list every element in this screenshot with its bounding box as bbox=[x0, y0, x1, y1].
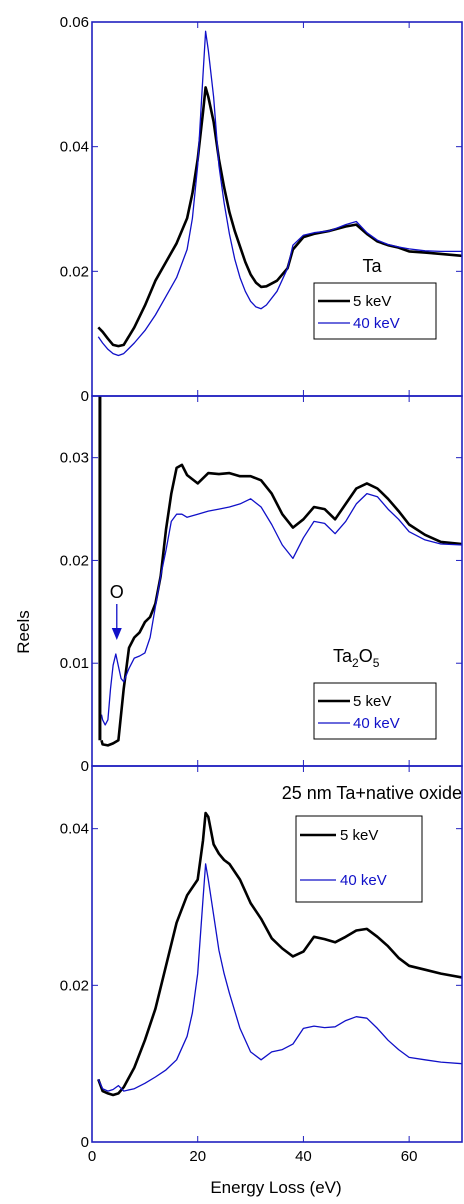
panel-frame bbox=[91, 765, 463, 1143]
panel-series bbox=[98, 396, 462, 747]
legend-box bbox=[295, 815, 423, 903]
title-part: 5 bbox=[373, 656, 380, 670]
panel-3: 0 0.02 0.04 0 20 40 60 25 nm Ta+native oxide 5 k… bbox=[60, 765, 463, 1165]
title-part: 2 bbox=[352, 656, 359, 670]
y-tick-label: 0 bbox=[81, 758, 89, 775]
x-tick-label: 20 bbox=[189, 1148, 206, 1165]
x-tick-label: 0 bbox=[88, 1148, 96, 1165]
y-tick-label: 0.04 bbox=[60, 139, 89, 156]
y-tick-label: 0 bbox=[81, 1134, 89, 1151]
title-part: O bbox=[359, 646, 373, 666]
legend-label: 5 keV bbox=[353, 693, 391, 710]
legend-label: 5 keV bbox=[340, 827, 378, 844]
legend-label: 40 keV bbox=[340, 872, 387, 889]
panel-title: Ta bbox=[362, 256, 382, 276]
x-tick-label: 40 bbox=[295, 1148, 312, 1165]
series-line-5-kev bbox=[97, 811, 462, 1097]
chart-panels: 0 0.02 0.04 0.06 Ta 5 keV 40 keV 0 0.01 0.02 0.03 T… bbox=[60, 14, 463, 1165]
panel-series bbox=[97, 811, 462, 1097]
y-tick-label: 0.04 bbox=[60, 821, 89, 838]
panel-title: 25 nm Ta+native oxide bbox=[282, 783, 462, 803]
y-tick-label: 0.03 bbox=[60, 450, 89, 467]
legend-label: 5 keV bbox=[353, 293, 391, 310]
legend-label: 40 keV bbox=[353, 715, 400, 732]
series-line-5-kev bbox=[100, 463, 462, 747]
y-tick-label: 0.02 bbox=[60, 263, 89, 280]
panel-1: 0 0.02 0.04 0.06 Ta 5 keV 40 keV bbox=[60, 14, 463, 405]
y-tick-label: 0 bbox=[81, 388, 89, 405]
series-line-40-kev bbox=[97, 863, 462, 1092]
y-axis-label: Reels bbox=[14, 610, 33, 653]
y-tick-label: 0.01 bbox=[60, 655, 89, 672]
x-axis-label: Energy Loss (eV) bbox=[210, 1178, 341, 1197]
title-part: Ta bbox=[333, 646, 353, 666]
series-line-5-kev bbox=[97, 86, 462, 348]
oxygen-annotation: O bbox=[110, 582, 124, 602]
panel-title: Ta2O5 bbox=[333, 646, 380, 670]
series-line-40-kev bbox=[97, 30, 462, 357]
panel-frame bbox=[91, 21, 463, 397]
panel-series bbox=[97, 30, 462, 357]
annotation-arrow-head bbox=[111, 628, 122, 640]
legend-box bbox=[313, 682, 437, 740]
series-line-40-kev bbox=[100, 492, 462, 726]
y-tick-label: 0.06 bbox=[60, 14, 89, 31]
y-tick-label: 0.02 bbox=[60, 552, 89, 569]
y-tick-label: 0.02 bbox=[60, 977, 89, 994]
x-tick-label: 60 bbox=[401, 1148, 418, 1165]
legend-box bbox=[313, 282, 437, 340]
legend-label: 40 keV bbox=[353, 315, 400, 332]
